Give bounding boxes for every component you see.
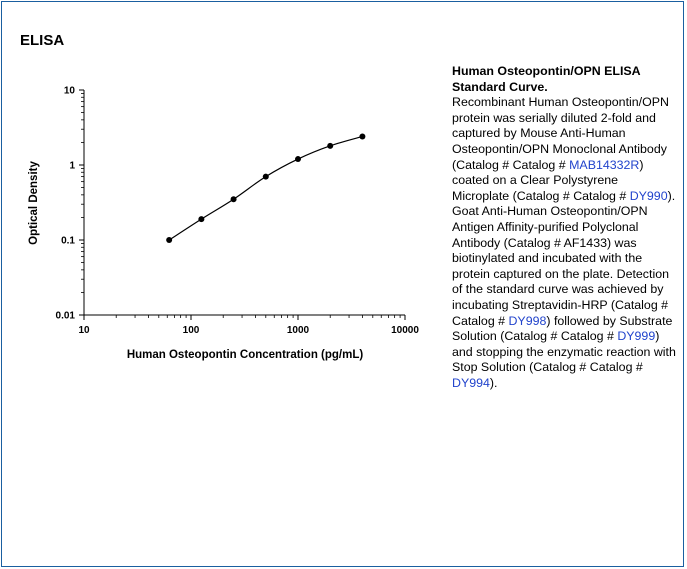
caption-text: Recombinant Human Osteopontin/OPN protei… [452,95,669,172]
chart-axes: 10 100 1000 10000 0.01 0.1 1 10 [56,86,420,337]
data-point [198,216,205,223]
caption-title: Human Osteopontin/OPN ELISA Standard Cur… [452,64,641,94]
figure-caption: Human Osteopontin/OPN ELISA Standard Cur… [452,64,678,391]
x-tick-label: 1000 [287,325,310,336]
data-point [230,196,237,203]
data-point [166,237,173,243]
data-point [295,156,301,163]
catalog-link-dy999[interactable]: DY999 [617,329,656,344]
catalog-link-mab14332r[interactable]: MAB14332R [569,157,640,172]
x-tick-label: 10000 [391,325,419,336]
catalog-link-dy994[interactable]: DY994 [452,375,490,390]
data-point [262,173,269,180]
caption-text: ). [489,375,498,390]
standard-curve-line [168,135,363,241]
chart-marks [166,133,366,243]
x-axis-label: Human Osteopontin Concentration (pg/mL) [127,349,364,361]
x-tick-label: 100 [183,325,200,336]
elisa-chart: 10 100 1000 10000 0.01 0.1 1 10 Human Osteopont… [28,86,420,362]
y-tick-label: 0.01 [56,311,76,322]
data-point [359,133,366,140]
y-tick-label: 10 [64,86,76,97]
caption-text: ) followed by Substrate Solution (Catalo… [452,313,673,344]
section-heading: ELISA [20,32,65,49]
caption-text: ) and stopping the enzymatic reaction wi… [452,329,676,375]
catalog-link-dy990[interactable]: DY990 [629,188,668,203]
y-tick-label: 1 [69,161,75,172]
x-tick-label: 10 [78,325,90,336]
caption-text: ). Goat Anti-Human Osteopontin/OPN Antig… [452,188,676,328]
data-point [327,142,334,149]
y-axis-label: Optical Density [28,161,40,245]
catalog-link-dy998[interactable]: DY998 [508,313,547,328]
caption-text: ) coated on a Clear Polystyrene Micropla… [452,157,644,203]
y-tick-label: 0.1 [61,236,75,247]
